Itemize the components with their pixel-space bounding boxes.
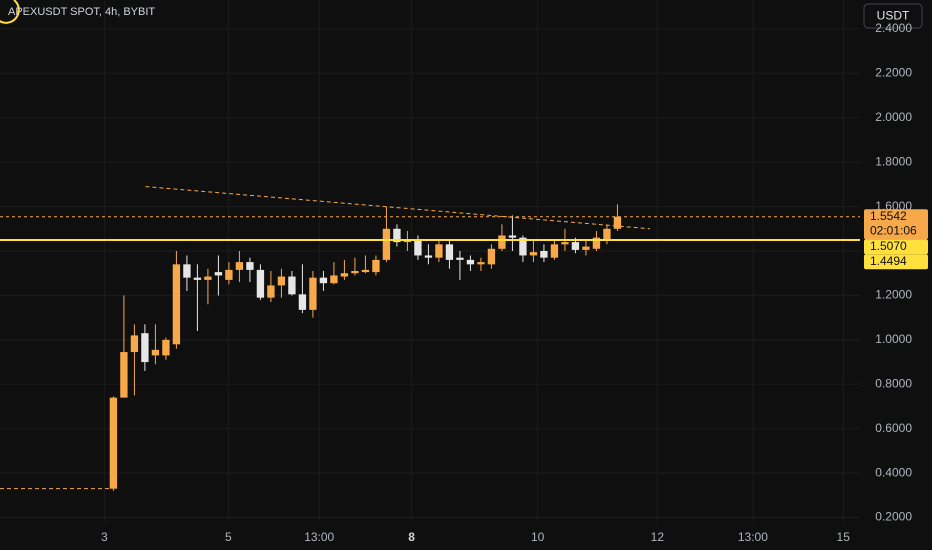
candle-body bbox=[445, 244, 454, 260]
candle-body bbox=[529, 252, 538, 256]
candle-body bbox=[613, 216, 622, 229]
candle-body bbox=[477, 262, 485, 265]
candle-body bbox=[120, 352, 128, 398]
candle-body bbox=[466, 259, 475, 265]
candle-body bbox=[214, 272, 223, 276]
x-tick-label: 13:00 bbox=[304, 530, 334, 544]
candle-body bbox=[256, 269, 265, 298]
candle-body bbox=[361, 269, 370, 273]
candle-body bbox=[382, 228, 391, 260]
candle-body bbox=[393, 228, 401, 243]
y-tick-label: 2.2000 bbox=[875, 65, 912, 79]
candle-body bbox=[246, 262, 254, 270]
x-tick-label: 10 bbox=[531, 530, 545, 544]
candle-body bbox=[162, 339, 170, 356]
y-tick-label: 0.8000 bbox=[875, 376, 912, 390]
candle-body bbox=[571, 242, 580, 250]
y-tick-label: 0.6000 bbox=[875, 421, 912, 435]
chart-title: APEXUSDT SPOT, 4h, BYBIT bbox=[8, 6, 155, 18]
candle-body bbox=[109, 397, 118, 489]
candle-body bbox=[414, 239, 422, 256]
candle-body bbox=[582, 246, 590, 250]
y-tick-label: 1.6000 bbox=[875, 199, 912, 213]
candle-body bbox=[319, 277, 328, 284]
candle-body bbox=[372, 259, 380, 273]
y-tick-label: 0.2000 bbox=[875, 510, 912, 524]
candle-body bbox=[561, 242, 569, 245]
candle-body bbox=[540, 251, 548, 258]
candle-body bbox=[435, 244, 443, 258]
candle-body bbox=[141, 333, 149, 363]
logo-arc bbox=[0, 0, 20, 24]
candle-body bbox=[330, 275, 338, 284]
x-tick-label: 3 bbox=[101, 530, 108, 544]
price-label: 1.5070 bbox=[870, 239, 907, 253]
x-tick-label: 13:00 bbox=[738, 530, 768, 544]
candle-body bbox=[519, 237, 527, 256]
candle-body bbox=[351, 270, 359, 274]
trend-line bbox=[145, 186, 651, 230]
candle-body bbox=[498, 235, 506, 249]
x-tick-label: 8 bbox=[408, 530, 415, 544]
candle-body bbox=[183, 264, 191, 278]
x-tick-label: 15 bbox=[837, 530, 851, 544]
price-label: 1.4494 bbox=[870, 254, 907, 268]
x-tick-label: 5 bbox=[225, 530, 232, 544]
y-tick-label: 2.0000 bbox=[875, 110, 912, 124]
candle-body bbox=[151, 349, 160, 356]
candle-body bbox=[592, 237, 601, 249]
price-label-box bbox=[864, 209, 928, 240]
candle-body bbox=[456, 257, 464, 260]
y-tick-label: 0.4000 bbox=[875, 465, 912, 479]
candle-body bbox=[487, 248, 496, 265]
y-tick-label: 1.0000 bbox=[875, 332, 912, 346]
candle-body bbox=[235, 262, 244, 270]
y-tick-label: 1.8000 bbox=[875, 154, 912, 168]
candle-body bbox=[225, 269, 233, 280]
currency-button[interactable] bbox=[863, 3, 923, 29]
candle-body bbox=[267, 285, 275, 298]
price-label-box bbox=[864, 239, 928, 255]
currency-label[interactable]: USDT bbox=[877, 9, 910, 23]
x-tick-label: 12 bbox=[651, 530, 665, 544]
candle-body bbox=[193, 277, 202, 280]
y-tick-label: 2.4000 bbox=[875, 21, 912, 35]
candle-body bbox=[340, 273, 349, 277]
candle-body bbox=[298, 294, 307, 310]
price-label-box bbox=[864, 254, 928, 270]
candle-body bbox=[130, 335, 139, 353]
candle-body bbox=[424, 255, 433, 258]
candle-body bbox=[309, 277, 317, 310]
countdown-label: 02:01:06 bbox=[870, 223, 917, 237]
price-label: 1.5542 bbox=[870, 209, 907, 223]
candle-body bbox=[172, 264, 181, 345]
candle-body bbox=[204, 276, 212, 280]
candle-body bbox=[603, 228, 611, 240]
y-tick-label: 1.2000 bbox=[875, 288, 912, 302]
candle-body bbox=[288, 276, 296, 295]
candle-body bbox=[277, 276, 286, 286]
candle-body bbox=[508, 235, 517, 238]
candle-body bbox=[550, 244, 559, 258]
